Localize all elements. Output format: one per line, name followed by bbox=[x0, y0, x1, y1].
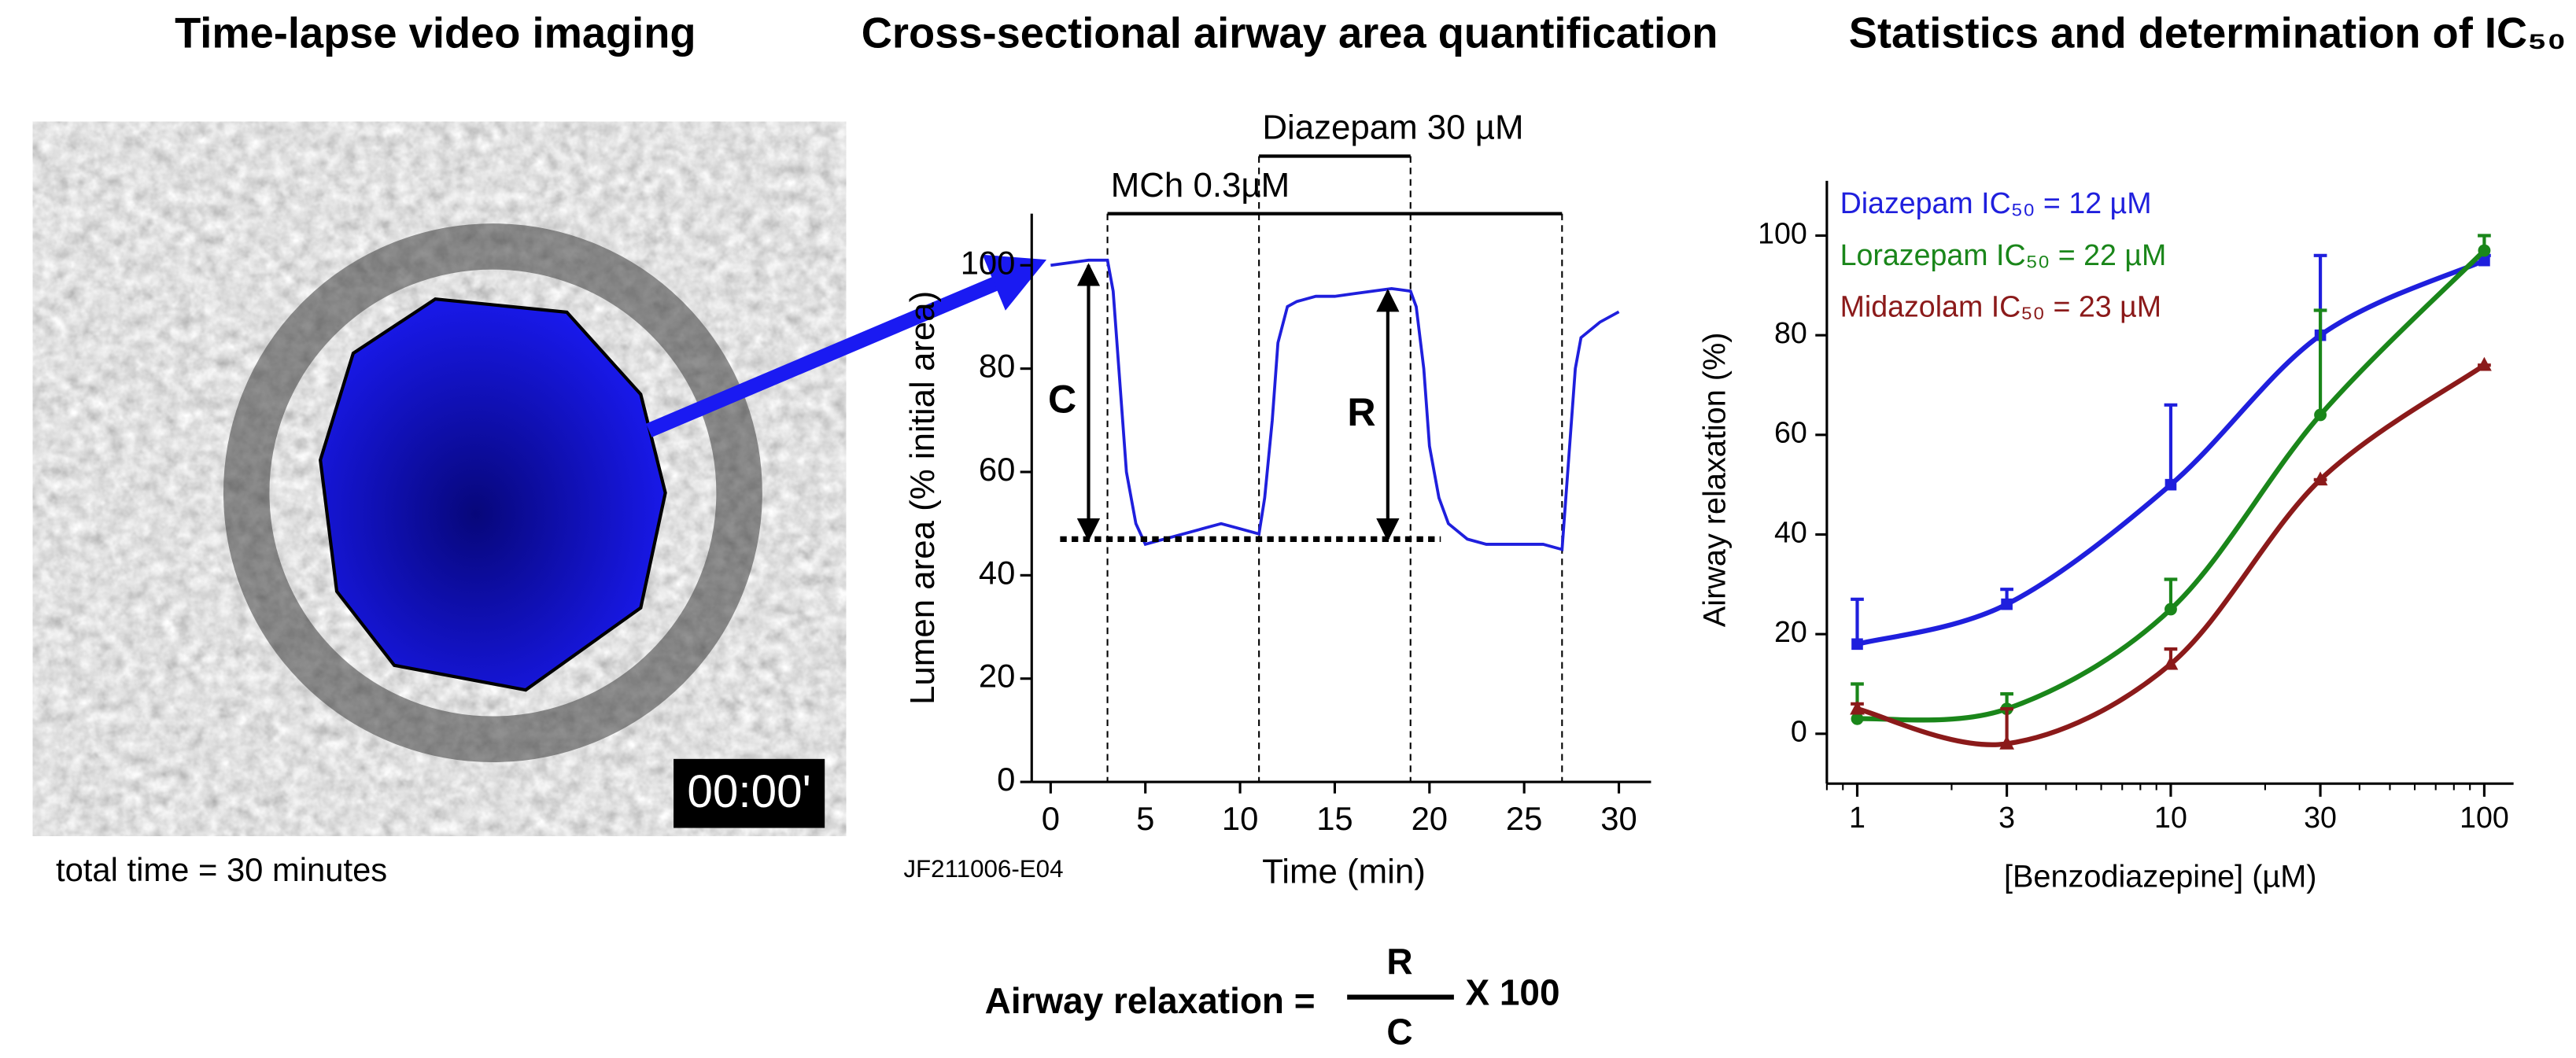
y-tick-label: 20 bbox=[1774, 615, 1807, 648]
data-point bbox=[2478, 254, 2490, 267]
x-tick-label: 3 bbox=[1998, 801, 2015, 834]
data-point bbox=[2312, 471, 2328, 486]
fit-curve bbox=[1857, 249, 2486, 723]
x-tick-label: 30 bbox=[2304, 801, 2337, 834]
y-axis-label: Airway relaxation (%) bbox=[1697, 333, 1732, 628]
formula-factor: X 100 bbox=[1466, 972, 1560, 1013]
chart-title: Cross-sectional airway area quantificati… bbox=[862, 9, 1718, 57]
x-tick-label: 5 bbox=[1136, 800, 1154, 837]
note: JF211006-E04 bbox=[903, 855, 1063, 883]
formula-label: Airway relaxation = bbox=[985, 980, 1316, 1021]
data-point bbox=[2165, 478, 2177, 491]
fit-curve bbox=[1856, 363, 2486, 747]
legend-entry: Lorazepam IC₅₀ = 22 µM bbox=[1840, 238, 2167, 271]
y-tick-label: 80 bbox=[979, 348, 1015, 385]
y-tick-label: 100 bbox=[961, 244, 1016, 281]
y-tick-label: 100 bbox=[1758, 216, 1807, 249]
measure-label: R bbox=[1347, 390, 1375, 434]
legend-entry: Midazolam IC₅₀ = 23 µM bbox=[1840, 290, 2161, 323]
y-tick-label: 20 bbox=[979, 658, 1015, 695]
x-axis-label: [Benzodiazepine] (µM) bbox=[2004, 860, 2317, 894]
data-point bbox=[1850, 700, 1865, 715]
x-tick-label: 20 bbox=[1412, 800, 1448, 837]
data-point bbox=[2314, 408, 2327, 422]
y-tick-label: 80 bbox=[1774, 316, 1807, 349]
y-axis-label: Lumen area (% initial area) bbox=[903, 291, 942, 705]
data-point bbox=[1999, 735, 2014, 750]
event-label: MCh 0.3µM bbox=[1111, 166, 1290, 205]
formula-numerator: R bbox=[1386, 941, 1412, 982]
x-tick-label: 10 bbox=[2154, 801, 2187, 834]
y-tick-label: 60 bbox=[1774, 416, 1807, 449]
x-tick-label: 0 bbox=[1042, 800, 1060, 837]
data-point bbox=[2165, 603, 2177, 616]
formula-denominator: C bbox=[1386, 1012, 1412, 1052]
data-point bbox=[2478, 244, 2491, 257]
y-tick-label: 0 bbox=[1791, 715, 1807, 748]
x-tick-label: 25 bbox=[1506, 800, 1542, 837]
event-label: Diazepam 30 µM bbox=[1262, 109, 1523, 147]
data-point bbox=[2001, 598, 2013, 610]
x-axis-label: Time (min) bbox=[1262, 853, 1426, 891]
data-line bbox=[1050, 258, 1620, 551]
x-tick-label: 15 bbox=[1316, 800, 1353, 837]
data-point bbox=[1851, 712, 1864, 725]
pointer-arrow bbox=[646, 272, 1009, 437]
legend-entry: Diazepam IC₅₀ = 12 µM bbox=[1840, 186, 2152, 219]
data-point bbox=[1851, 638, 1863, 651]
y-tick-label: 40 bbox=[979, 554, 1015, 591]
timestamp: 00:00' bbox=[687, 766, 810, 817]
y-tick-label: 40 bbox=[1774, 515, 1807, 548]
airway-wall bbox=[223, 223, 762, 762]
data-point bbox=[2477, 356, 2492, 371]
y-tick-label: 0 bbox=[997, 761, 1015, 798]
measure-label: C bbox=[1048, 378, 1076, 422]
y-tick-label: 60 bbox=[979, 451, 1015, 488]
x-tick-label: 1 bbox=[1849, 801, 1866, 834]
x-tick-label: 100 bbox=[2460, 801, 2509, 834]
error-bar bbox=[1851, 597, 1864, 644]
error-bar bbox=[2313, 308, 2327, 415]
x-tick-label: 30 bbox=[1600, 800, 1637, 837]
chart-title: Statistics and determination of IC₅₀ bbox=[1849, 9, 2567, 57]
error-bar bbox=[2164, 403, 2178, 485]
lumen-area bbox=[319, 297, 667, 692]
x-tick-label: 10 bbox=[1222, 800, 1258, 837]
timestamp-box bbox=[674, 758, 825, 828]
caption: total time = 30 minutes bbox=[56, 851, 387, 888]
panel-title: Time-lapse video imaging bbox=[175, 9, 696, 57]
data-point bbox=[2163, 655, 2179, 670]
